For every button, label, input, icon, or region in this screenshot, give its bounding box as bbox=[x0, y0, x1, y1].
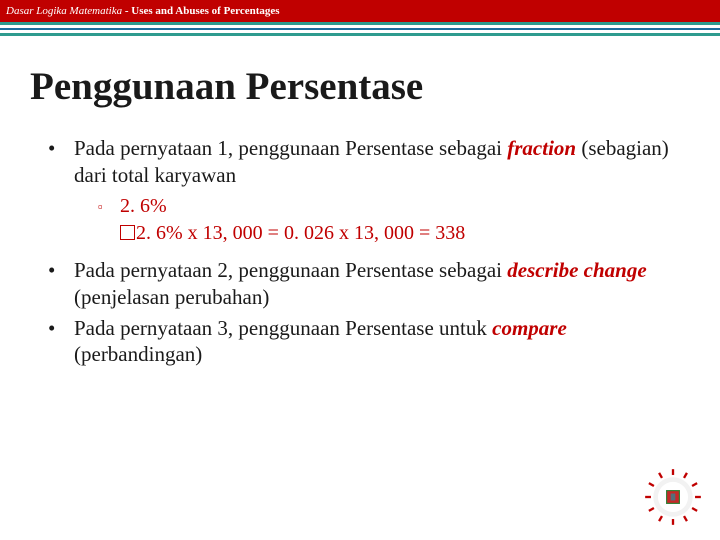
bullet-mark: • bbox=[48, 315, 74, 369]
slide-title: Penggunaan Persentase bbox=[30, 64, 720, 109]
header-bar: Dasar Logika Matematika - Uses and Abuse… bbox=[0, 0, 720, 22]
stripe bbox=[0, 33, 720, 36]
bullet-2: • Pada pernyataan 2, penggunaan Persenta… bbox=[48, 257, 680, 311]
university-logo bbox=[644, 468, 702, 526]
sub-body: 2. 6% 2. 6% x 13, 000 = 0. 026 x 13, 000… bbox=[120, 193, 680, 247]
emphasis: fraction bbox=[507, 136, 576, 160]
bullet-3: • Pada pernyataan 3, penggunaan Persenta… bbox=[48, 315, 680, 369]
sub-line-1: 2. 6% bbox=[120, 195, 167, 217]
text: Pada pernyataan 3, penggunaan Persentase… bbox=[74, 316, 492, 340]
text: (perbandingan) bbox=[74, 342, 202, 366]
text: Pada pernyataan 1, penggunaan Persentase… bbox=[74, 136, 507, 160]
content-area: • Pada pernyataan 1, penggunaan Persenta… bbox=[48, 135, 680, 368]
bullet-body: Pada pernyataan 1, penggunaan Persentase… bbox=[74, 135, 680, 189]
sub-mark: ▫ bbox=[98, 193, 120, 247]
missing-glyph-icon bbox=[120, 225, 135, 240]
sub-list: ▫ 2. 6% 2. 6% x 13, 000 = 0. 026 x 13, 0… bbox=[98, 193, 680, 247]
bullet-mark: • bbox=[48, 135, 74, 189]
bullet-mark: • bbox=[48, 257, 74, 311]
sub-line-2: 2. 6% x 13, 000 = 0. 026 x 13, 000 = 338 bbox=[136, 222, 465, 244]
header-topic: Uses and Abuses of Percentages bbox=[131, 5, 279, 17]
text: (penjelasan perubahan) bbox=[74, 285, 269, 309]
emphasis: compare bbox=[492, 316, 567, 340]
logo-center-icon bbox=[671, 494, 676, 501]
bullet-body: Pada pernyataan 3, penggunaan Persentase… bbox=[74, 315, 680, 369]
bullet-1: • Pada pernyataan 1, penggunaan Persenta… bbox=[48, 135, 680, 189]
accent-stripes bbox=[0, 22, 720, 36]
header-course: Dasar Logika Matematika bbox=[6, 5, 122, 17]
emphasis: describe change bbox=[507, 258, 646, 282]
header-sep: - bbox=[122, 5, 131, 17]
header-text: Dasar Logika Matematika - Uses and Abuse… bbox=[6, 5, 280, 17]
text: Pada pernyataan 2, penggunaan Persentase… bbox=[74, 258, 507, 282]
sub-item-1: ▫ 2. 6% 2. 6% x 13, 000 = 0. 026 x 13, 0… bbox=[98, 193, 680, 247]
bullet-body: Pada pernyataan 2, penggunaan Persentase… bbox=[74, 257, 680, 311]
